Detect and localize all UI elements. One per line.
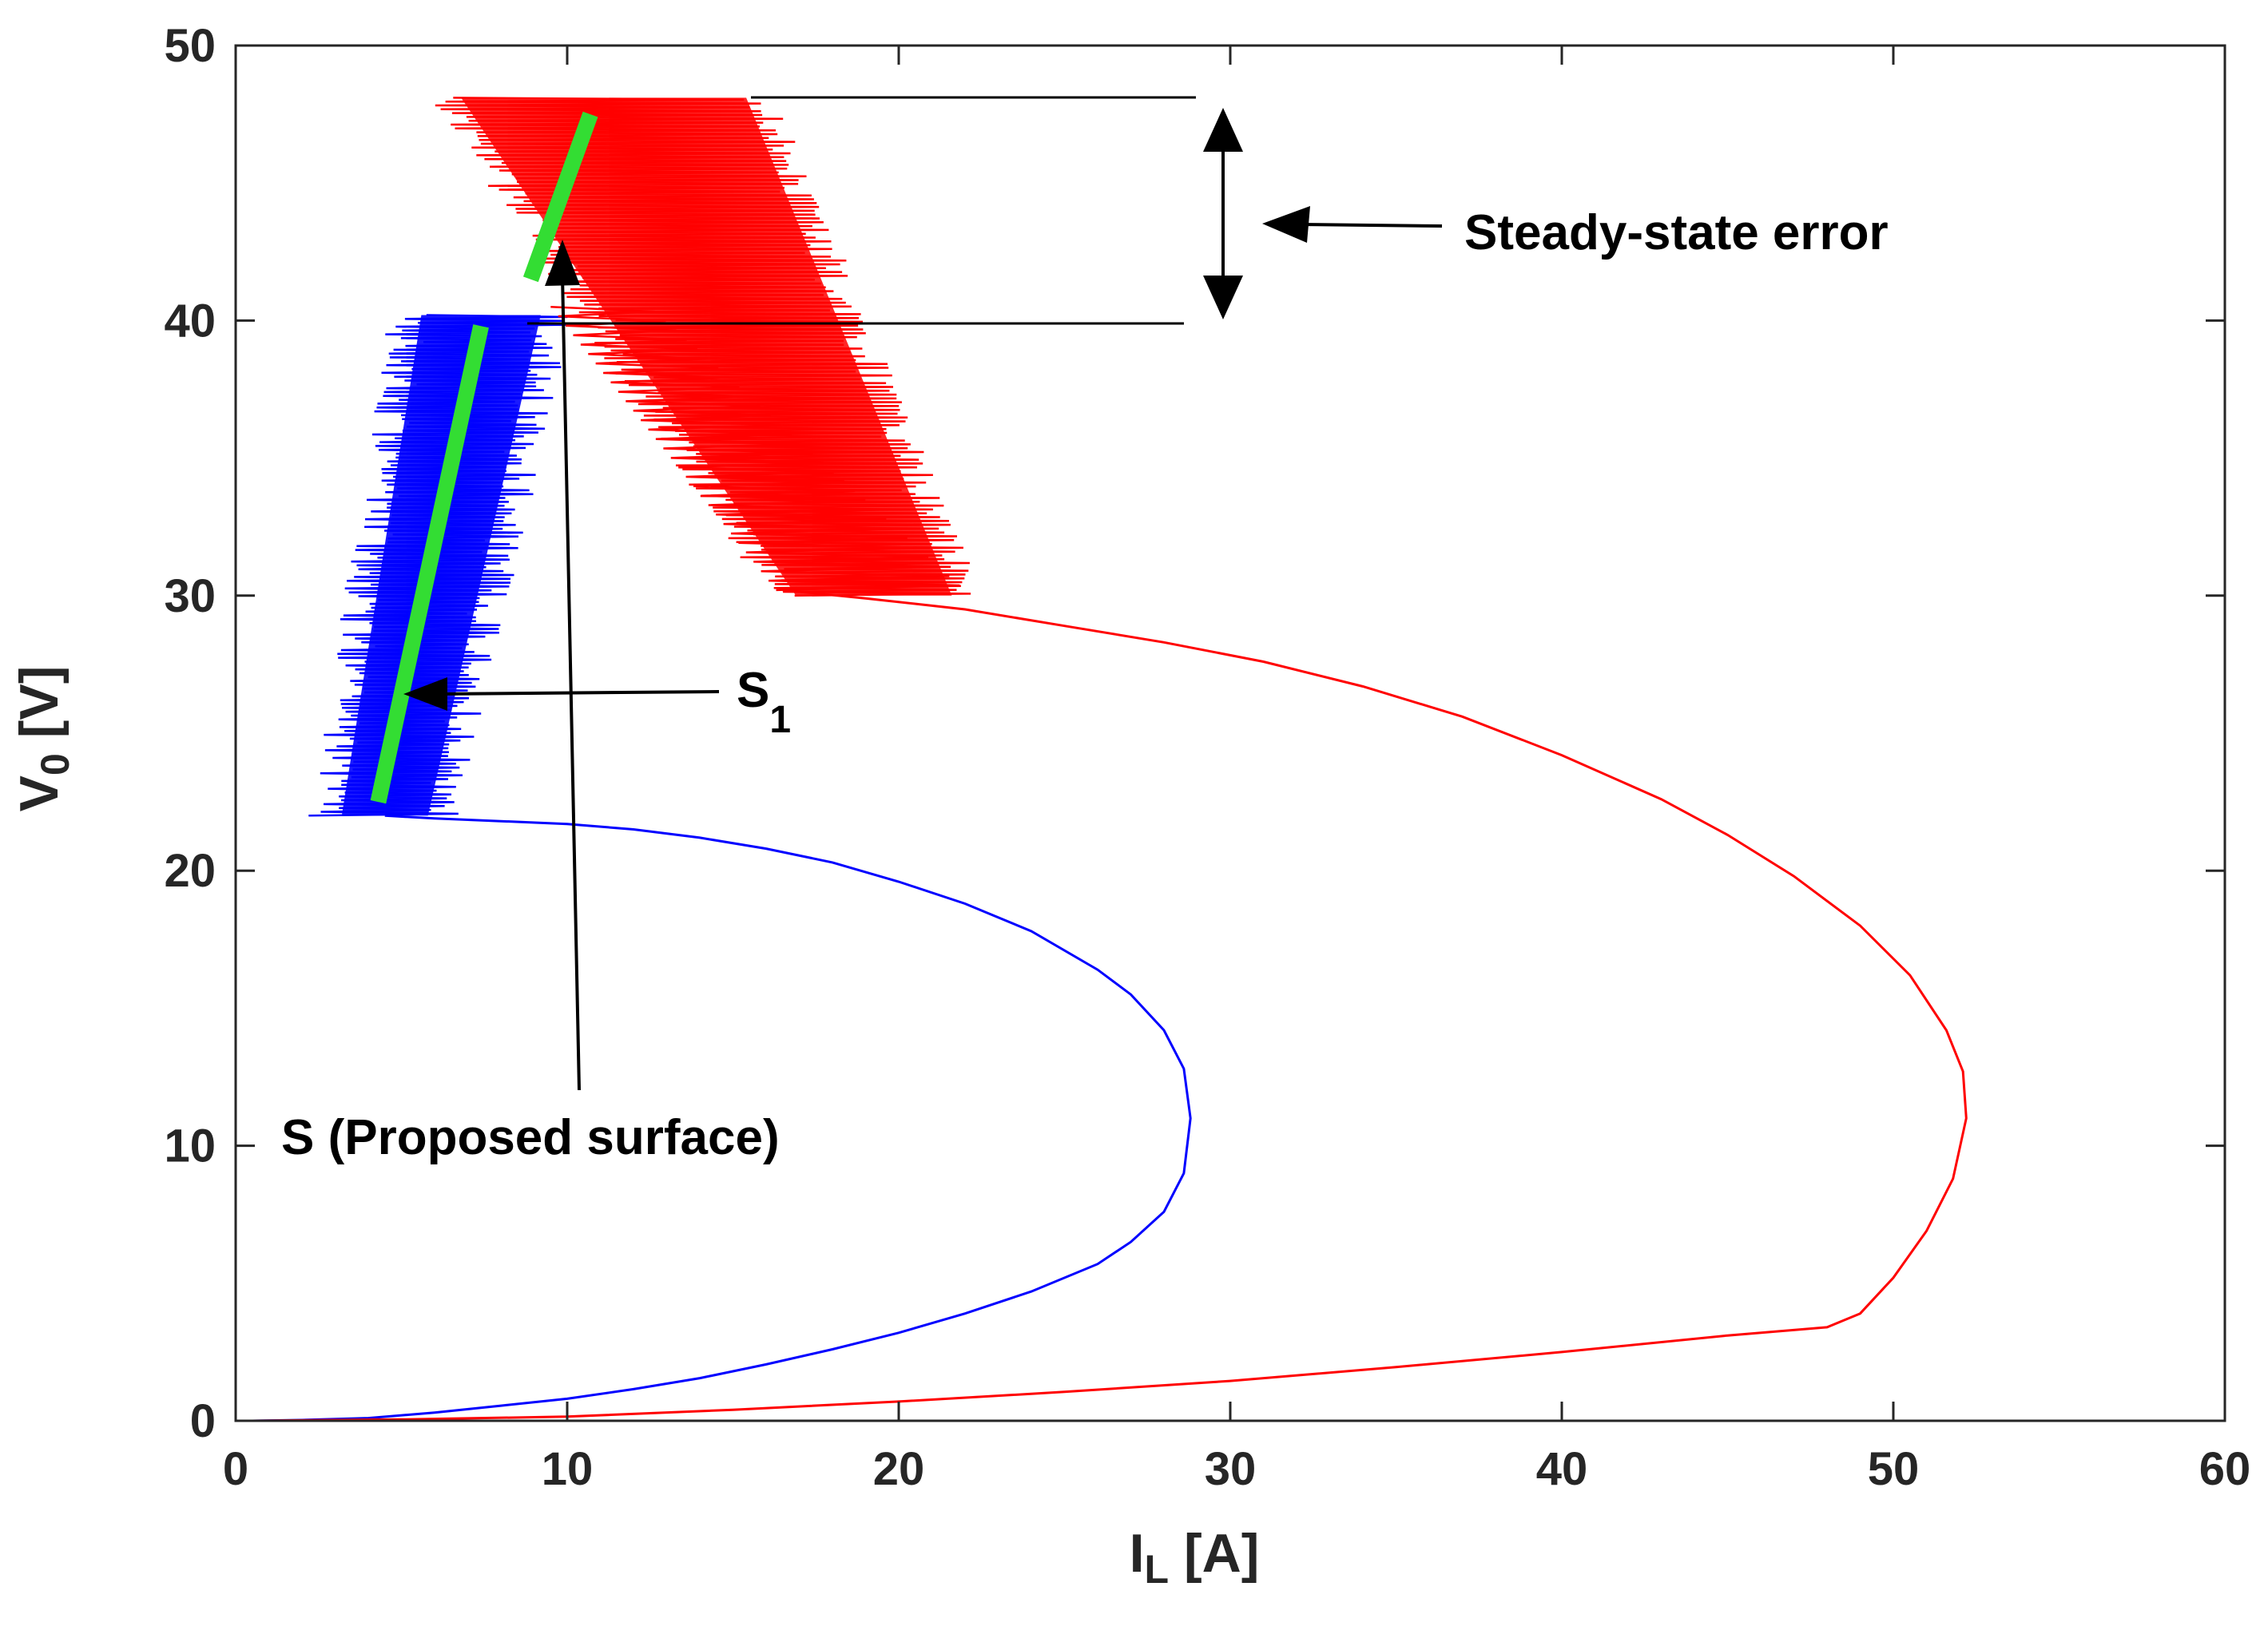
ticks-layer: 0 10 20 30 40 50 60 0 10 20 30 40 50 (164, 20, 2250, 1495)
x-tick-label: 20 (873, 1443, 925, 1495)
x-tick-label: 40 (1536, 1443, 1588, 1495)
s1-pointer (435, 690, 720, 696)
surface-layer (370, 111, 598, 804)
steady-state-pointer (1297, 223, 1443, 228)
y-tick-label: 50 (164, 20, 216, 72)
y-axis-label: V0 [V] (9, 666, 77, 812)
double-arrow-bottom-head (1203, 276, 1243, 319)
y-tick-label: 40 (164, 295, 216, 347)
sliding-surface-s1 (522, 111, 598, 283)
sliding-surface-s (370, 324, 489, 804)
s-proposed-surface-label: S (Proposed surface) (281, 1110, 780, 1165)
y-tick-label: 0 (190, 1395, 216, 1447)
y-tick-label: 30 (164, 570, 216, 622)
s-pointer-head (545, 240, 580, 286)
red-transition-spikes (550, 305, 960, 592)
x-tick-label: 50 (1868, 1443, 1920, 1495)
x-tick-label: 60 (2199, 1443, 2251, 1495)
plot-area (252, 97, 1968, 1422)
series-layer (252, 97, 1968, 1422)
x-tick-label: 0 (223, 1443, 248, 1495)
double-arrow-top-head (1203, 108, 1243, 152)
y-tick-label: 20 (164, 845, 216, 897)
annotation-layer: Steady-state error S1 S (Proposed surfac… (281, 96, 1889, 1165)
steady-state-error-label: Steady-state error (1464, 205, 1889, 260)
x-tick-label: 10 (542, 1443, 594, 1495)
y-tick-label: 10 (164, 1120, 216, 1172)
s1-label: S1 (737, 663, 791, 741)
x-axis-label: IL [A] (1130, 1523, 1260, 1592)
series-line (252, 814, 1192, 1422)
series-band (435, 97, 971, 597)
series-line (252, 589, 1968, 1422)
s-pointer (561, 275, 581, 1091)
x-tick-label: 30 (1205, 1443, 1257, 1495)
s1-pointer-head (403, 677, 447, 711)
series-band (308, 314, 569, 817)
steady-state-pointer-head (1262, 206, 1310, 243)
